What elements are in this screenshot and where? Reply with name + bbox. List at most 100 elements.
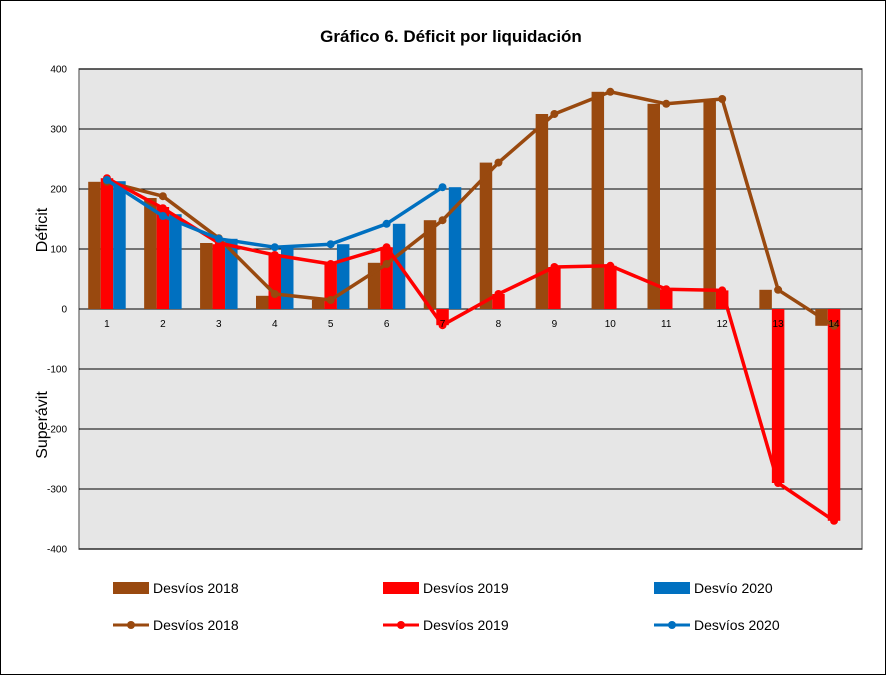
bar-series-1 (88, 91, 828, 326)
line-point (382, 243, 391, 252)
line-point (382, 219, 391, 228)
legend-marker (397, 621, 405, 629)
bar (169, 214, 182, 309)
legend-label: Desvíos 2020 (694, 617, 780, 633)
y-tick-label: 400 (50, 65, 67, 76)
line-point (326, 296, 335, 304)
bar-series-2 (100, 178, 841, 521)
series-line (106, 176, 836, 523)
x-tick-label: 8 (496, 319, 502, 330)
y-tick-label: 200 (50, 185, 67, 196)
bar (591, 91, 605, 309)
legend-label: Desvíos 2018 (153, 580, 239, 596)
chart-title: Gráfico 6. Déficit por liquidación (320, 27, 582, 46)
y-tick-label: 300 (50, 125, 67, 136)
legend-entry-line: Desvíos 2018 (113, 617, 239, 633)
bar (492, 294, 505, 309)
bar (423, 220, 437, 309)
line-point (494, 290, 503, 298)
bar (604, 265, 617, 309)
line-point (326, 240, 335, 249)
line-series-group (102, 87, 839, 525)
bar (156, 207, 170, 309)
bar (647, 103, 660, 309)
x-tick-label: 10 (605, 319, 617, 330)
y-tick-label: 100 (50, 245, 67, 256)
x-tick-label: 7 (440, 319, 446, 330)
x-tick-label: 4 (272, 319, 278, 330)
line-point (550, 110, 559, 118)
line-point (158, 212, 167, 220)
line-point (102, 176, 111, 184)
legend-label: Desvíos 2019 (423, 617, 509, 633)
bar (225, 238, 238, 309)
legend-entry-line: Desvíos 2020 (654, 617, 780, 633)
line-point (438, 183, 447, 192)
bar (144, 198, 157, 309)
line-point (718, 95, 727, 103)
bar (88, 181, 101, 309)
bar (256, 295, 269, 309)
y-axis-label-deficit: Déficit (34, 207, 51, 252)
line-point (326, 260, 335, 268)
legend-label: Desvíos 2019 (423, 580, 509, 596)
x-tick-labels: 1 2 3 4 5 6 7 8 9 10 11 12 13 14 (104, 319, 840, 330)
legend-swatch (383, 582, 419, 594)
line-point (718, 286, 727, 295)
bar (548, 267, 561, 309)
line-point (270, 251, 279, 259)
bar (771, 309, 785, 483)
line-series-2 (102, 174, 839, 525)
y-tick-label: -400 (47, 545, 67, 556)
x-tick-label: 14 (828, 319, 840, 330)
y-tick-label: -100 (47, 365, 67, 376)
line-point (830, 516, 839, 525)
y-tick-label: -300 (47, 485, 67, 496)
legend-swatch (113, 582, 149, 594)
x-tick-label: 1 (104, 319, 110, 330)
line-point (494, 158, 503, 167)
y-tick-label: -200 (47, 425, 67, 436)
line-point (158, 192, 167, 201)
bar (827, 309, 841, 521)
x-tick-label: 3 (216, 319, 222, 330)
legend-marker (127, 621, 135, 629)
bar (336, 244, 350, 309)
bar (380, 247, 393, 309)
series-line (106, 90, 835, 328)
legend-label: Desvío 2020 (694, 580, 773, 596)
legend-entry-bar: Desvíos 2018 (113, 580, 239, 596)
line-point (214, 234, 223, 243)
legend-entry-bar: Desvío 2020 (654, 580, 773, 596)
bar (535, 114, 549, 309)
line-point (158, 204, 167, 213)
bar (479, 162, 493, 309)
line-point (550, 263, 559, 271)
line-point (830, 321, 839, 330)
x-tick-label: 13 (773, 319, 785, 330)
bar (703, 99, 716, 309)
bar-series-group (88, 91, 841, 521)
line-point (438, 321, 447, 330)
bar (448, 187, 462, 309)
x-tick-label: 12 (717, 319, 729, 330)
line-point (662, 285, 671, 294)
bar (660, 289, 673, 309)
legend-entry-line: Desvíos 2019 (383, 617, 509, 633)
line-point (270, 290, 279, 298)
legend: Desvíos 2018 Desvíos 2019 Desvío 2020 Desví… (113, 580, 780, 633)
legend-marker (668, 621, 676, 629)
y-axis-label-superavit: Superávit (34, 391, 51, 459)
bar (113, 181, 126, 309)
line-series-3 (102, 176, 447, 252)
legend-entry-bar: Desvíos 2019 (383, 580, 509, 596)
legend-label: Desvíos 2018 (153, 617, 239, 633)
legend-swatch (654, 582, 690, 594)
y-tick-labels: -400 -300 -200 -100 0 100 200 300 400 (47, 65, 67, 556)
bar (759, 289, 772, 309)
x-tick-label: 11 (661, 319, 672, 330)
line-point (662, 99, 671, 108)
line-point (774, 285, 783, 294)
line-point (270, 243, 279, 252)
